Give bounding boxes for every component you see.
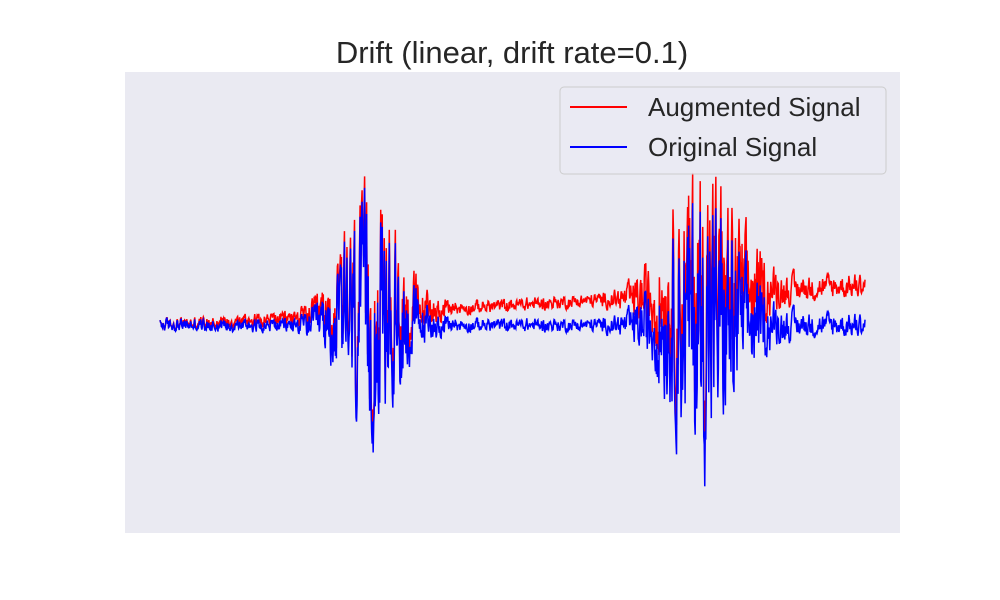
legend: Augmented Signal Original Signal <box>559 86 887 175</box>
chart-title: Drift (linear, drift rate=0.1) <box>336 35 688 70</box>
legend-label-augmented-signal: Augmented Signal <box>648 92 860 122</box>
legend-box <box>559 86 887 175</box>
legend-label-original-signal: Original Signal <box>648 132 817 162</box>
series-layer <box>159 172 866 487</box>
series-line-original-signal <box>159 187 866 487</box>
